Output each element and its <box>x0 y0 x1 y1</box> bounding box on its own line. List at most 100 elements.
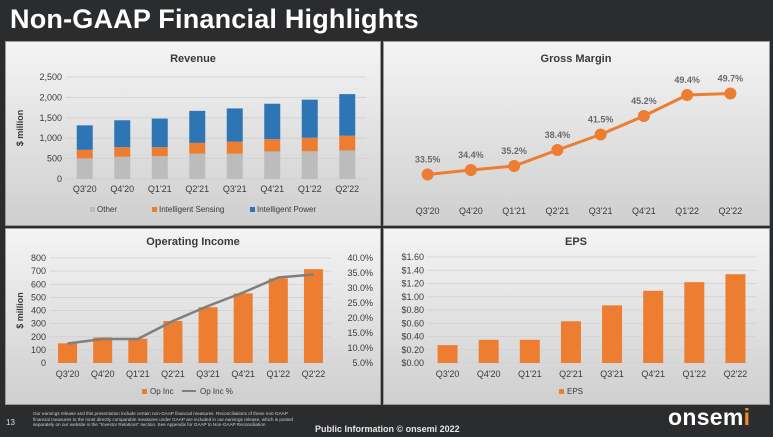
y-tick-label: 700 <box>31 266 46 276</box>
bar-segment <box>226 141 243 154</box>
y2-tick-label: 15.0% <box>347 328 373 338</box>
data-label: 45.2% <box>631 96 657 106</box>
bar <box>560 321 581 363</box>
bar-segment <box>151 147 168 157</box>
bar-segment <box>76 149 93 159</box>
bar <box>163 321 183 363</box>
data-point <box>681 89 694 101</box>
bar-segment <box>151 156 168 179</box>
gross-margin-chart: Gross Margin 33.5% Q3'20 34.4% Q4'20 35.2% Q1'… <box>415 53 744 216</box>
y-tick-label: $0.00 <box>401 358 424 368</box>
x-tick-label: Q3'20 <box>56 369 80 379</box>
bar-segment <box>339 94 356 136</box>
page-number: 13 <box>6 418 15 427</box>
bar <box>519 339 540 363</box>
bar-segment <box>339 135 356 151</box>
legend-label: Intelligent Power <box>257 205 316 214</box>
bar <box>684 282 705 363</box>
data-point <box>508 160 521 172</box>
y2-tick-label: 5.0% <box>352 358 373 368</box>
data-point <box>637 110 650 122</box>
disclaimer-text: Our earnings release and this presentati… <box>33 411 294 428</box>
y-tick-label: 500 <box>47 154 62 164</box>
bar <box>268 278 288 363</box>
bar <box>643 290 664 363</box>
bar-segment <box>189 153 206 179</box>
bar-segment <box>226 108 243 142</box>
x-tick-label: Q1'21 <box>518 369 542 379</box>
bar-segment <box>301 137 318 152</box>
x-tick-label: Q3'21 <box>223 184 247 194</box>
y-tick-label: 400 <box>31 306 46 316</box>
y2-tick-label: 40.0% <box>347 253 373 263</box>
x-tick-label: Q2'22 <box>719 206 743 216</box>
legend-swatch <box>152 207 157 212</box>
bar <box>725 274 746 363</box>
data-point <box>551 144 564 156</box>
data-point <box>724 87 737 100</box>
chart-title: Revenue <box>170 53 216 65</box>
chart-title: Operating Income <box>146 236 240 248</box>
data-label: 41.5% <box>588 115 614 125</box>
y-tick-label: 2,500 <box>39 72 62 82</box>
x-tick-label: Q4'20 <box>91 369 115 379</box>
y-axis-label: $ million <box>15 110 25 147</box>
bar-segment <box>114 147 131 157</box>
x-tick-label: Q1'22 <box>298 184 322 194</box>
bar-segment <box>151 118 168 148</box>
bar <box>303 269 323 363</box>
y-tick-label: $0.40 <box>401 332 424 342</box>
legend-swatch <box>142 389 147 394</box>
y-tick-label: $1.60 <box>401 252 424 262</box>
x-tick-label: Q3'20 <box>73 184 97 194</box>
chart-title: Gross Margin <box>541 53 612 65</box>
legend-label: Op Inc <box>150 387 174 396</box>
bar-segment <box>114 156 131 179</box>
y2-tick-label: 35.0% <box>347 268 373 278</box>
bar <box>437 345 458 363</box>
x-tick-label: Q4'21 <box>632 206 656 216</box>
data-point <box>464 164 477 176</box>
data-point <box>421 168 434 181</box>
series-line <box>427 92 731 176</box>
x-tick-label: Q3'20 <box>416 206 440 216</box>
x-tick-label: Q1'21 <box>502 206 526 216</box>
x-tick-label: Q2'21 <box>559 369 583 379</box>
bar <box>93 337 113 363</box>
bar <box>602 305 623 363</box>
y-tick-label: $1.00 <box>401 292 424 302</box>
bar-segment <box>264 103 281 140</box>
legend-swatch <box>559 389 564 394</box>
x-tick-label: Q1'22 <box>675 206 699 216</box>
bar-segment <box>189 142 206 154</box>
bar <box>478 339 499 363</box>
bar-segment <box>339 150 356 179</box>
y2-tick-label: 25.0% <box>347 298 373 308</box>
chart-title: EPS <box>565 236 587 248</box>
bar-segment <box>301 151 318 179</box>
logo-wordmark: onsem <box>668 404 744 430</box>
x-tick-label: Q3'21 <box>589 206 613 216</box>
y2-tick-label: 10.0% <box>347 343 373 353</box>
series-line <box>67 273 314 345</box>
y2-tick-label: 30.0% <box>347 283 373 293</box>
bar <box>233 293 253 363</box>
eps-chart: EPS $0.00 $0.20 $0.40 $0.60 $0.80 $1.00 $1.20 $1… <box>401 236 756 396</box>
onsemi-logo: onsemi <box>668 404 750 431</box>
y2-tick-label: 20.0% <box>347 313 373 323</box>
bar-segment <box>226 153 243 179</box>
x-tick-label: Q4'20 <box>110 184 134 194</box>
data-label: 38.4% <box>545 130 571 140</box>
x-tick-label: Q4'21 <box>231 369 255 379</box>
logo-accent-mark: i <box>743 404 751 430</box>
y-tick-label: 1,000 <box>39 133 62 143</box>
data-label: 49.7% <box>718 74 744 84</box>
x-tick-label: Q3'21 <box>600 369 624 379</box>
data-point <box>594 128 607 141</box>
data-label: 33.5% <box>415 155 441 165</box>
bar <box>128 338 148 363</box>
y-tick-label: 0 <box>41 358 46 368</box>
y-tick-label: $1.20 <box>401 279 424 289</box>
y-tick-label: 600 <box>31 279 46 289</box>
x-tick-label: Q1'22 <box>682 369 706 379</box>
